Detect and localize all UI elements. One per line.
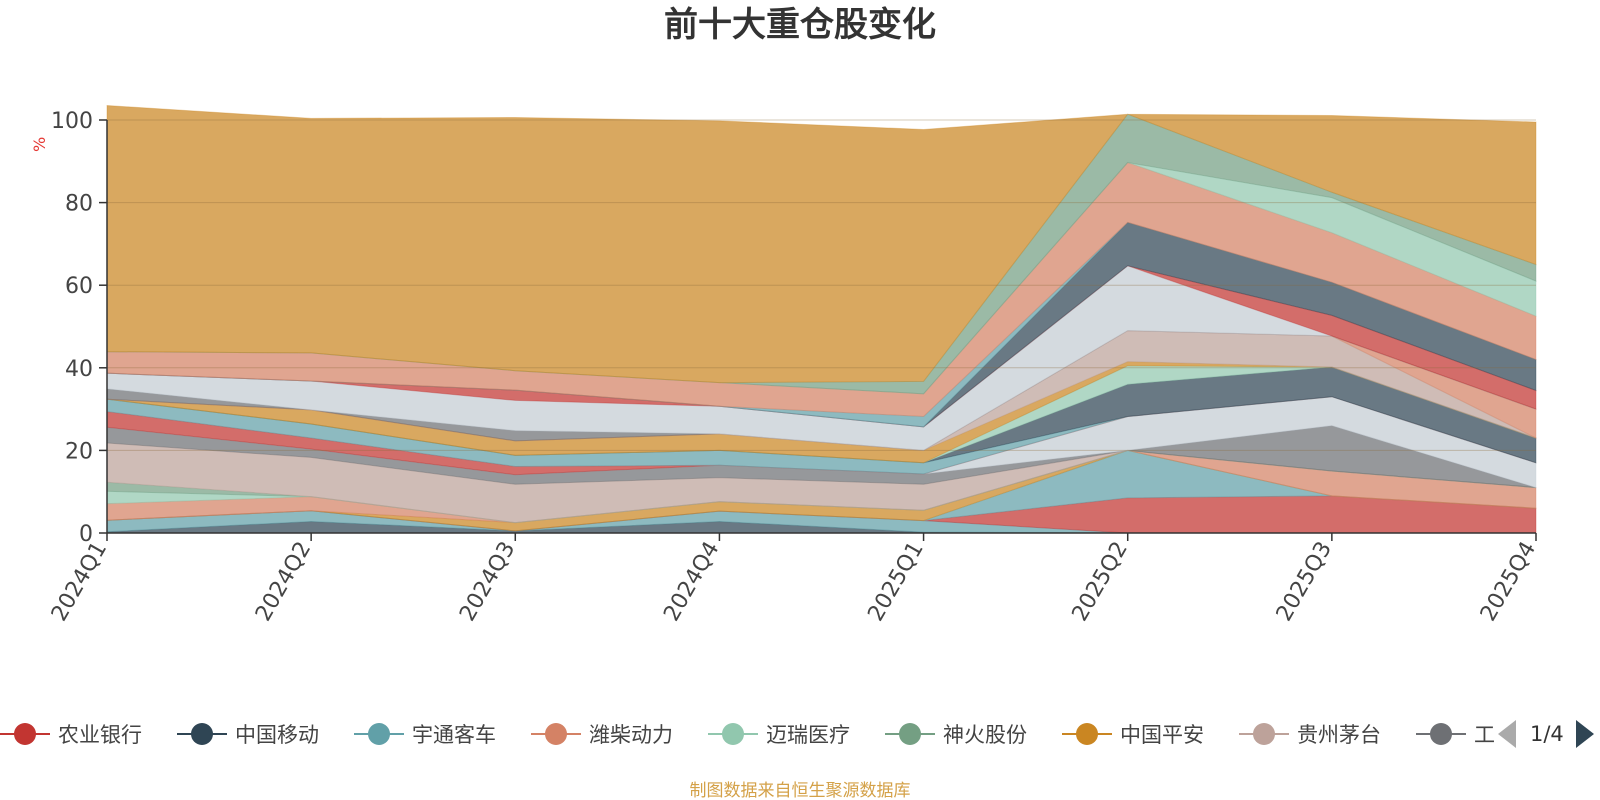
- legend-label: 农业银行: [58, 723, 142, 747]
- legend-label: 贵州茅台: [1297, 723, 1381, 747]
- legend-marker-icon: [1239, 716, 1289, 752]
- legend-label: 工: [1474, 723, 1495, 747]
- legend-marker-icon: [885, 716, 935, 752]
- legend-item-9[interactable]: 工: [1416, 716, 1495, 752]
- chart-title: 前十大重仓股变化: [664, 5, 936, 45]
- x-tick-label-2024Q1: 2024Q1: [47, 538, 112, 626]
- legend-label: 神火股份: [943, 723, 1027, 747]
- legend-prev-icon[interactable]: [1498, 720, 1516, 748]
- y-tick-label-20: 20: [65, 439, 93, 464]
- legend-items: 农业银行 中国移动 宇通客车 潍柴动力 迈瑞医疗 神火股份 中国平安 贵州茅台 工: [0, 716, 1500, 752]
- legend-marker-dot: [191, 723, 213, 745]
- legend-marker-dot: [1253, 723, 1275, 745]
- x-tick-label-2025Q2: 2025Q2: [1068, 538, 1133, 626]
- area-series-6: [106, 449, 1537, 524]
- legend-label: 宇通客车: [412, 723, 496, 747]
- y-tick-label-0: 0: [79, 522, 93, 547]
- x-tick-label-2025Q4: 2025Q4: [1476, 538, 1541, 626]
- area-series-group: [106, 105, 1537, 534]
- legend-marker-icon: [177, 716, 227, 752]
- legend-marker-icon: [354, 716, 404, 752]
- y-tick-label-100: 100: [51, 109, 93, 134]
- y-tick-label-40: 40: [65, 357, 93, 382]
- legend-marker-dot: [722, 723, 744, 745]
- legend-marker-icon: [1062, 716, 1112, 752]
- legend-item-6[interactable]: 神火股份: [885, 716, 1027, 752]
- legend-marker-icon: [708, 716, 758, 752]
- legend-label: 迈瑞医疗: [766, 723, 850, 747]
- legend-item-3[interactable]: 宇通客车: [354, 716, 496, 752]
- legend-item-7[interactable]: 中国平安: [1062, 716, 1204, 752]
- area-series-14: [106, 366, 1537, 464]
- legend-item-1[interactable]: 农业银行: [0, 716, 142, 752]
- area-chart: 0 20 40 60 80 100 2024Q1 2024Q2 2024Q3 2024Q4 2025…: [47, 105, 1541, 626]
- legend-marker-dot: [545, 723, 567, 745]
- legend-item-4[interactable]: 潍柴动力: [531, 716, 673, 752]
- x-tick-label-2024Q3: 2024Q3: [455, 538, 520, 626]
- legend: 农业银行 中国移动 宇通客车 潍柴动力 迈瑞医疗 神火股份 中国平安 贵州茅台 工: [0, 716, 1600, 752]
- legend-label: 潍柴动力: [589, 723, 673, 747]
- legend-marker-icon: [531, 716, 581, 752]
- legend-marker-icon: [1416, 716, 1466, 752]
- area-series-18: [106, 330, 1537, 451]
- legend-item-2[interactable]: 中国移动: [177, 716, 319, 752]
- legend-next-icon[interactable]: [1575, 720, 1594, 748]
- x-tick-label-2024Q2: 2024Q2: [251, 538, 316, 626]
- legend-label: 中国平安: [1120, 723, 1204, 747]
- legend-label: 中国移动: [235, 723, 319, 747]
- legend-item-8[interactable]: 贵州茅台: [1239, 716, 1381, 752]
- legend-item-5[interactable]: 迈瑞医疗: [708, 716, 850, 752]
- legend-marker-dot: [1076, 723, 1098, 745]
- y-tick-label-80: 80: [65, 192, 93, 217]
- legend-marker-dot: [899, 723, 921, 745]
- legend-marker-dot: [1430, 723, 1452, 745]
- x-tick-label-2025Q3: 2025Q3: [1272, 538, 1337, 626]
- area-series-3: [106, 495, 1537, 534]
- legend-marker-dot: [14, 723, 36, 745]
- legend-marker-icon: [0, 716, 50, 752]
- x-tick-label-2024Q4: 2024Q4: [659, 538, 724, 626]
- area-series-27: [106, 105, 1537, 384]
- legend-pager: 1/4: [1498, 716, 1600, 752]
- legend-marker-dot: [368, 723, 390, 745]
- y-tick-label-60: 60: [65, 274, 93, 299]
- x-tick-label-2025Q1: 2025Q1: [863, 538, 928, 626]
- data-source-note: 制图数据来自恒生聚源数据库: [689, 781, 911, 800]
- legend-page-indicator: 1/4: [1530, 722, 1564, 746]
